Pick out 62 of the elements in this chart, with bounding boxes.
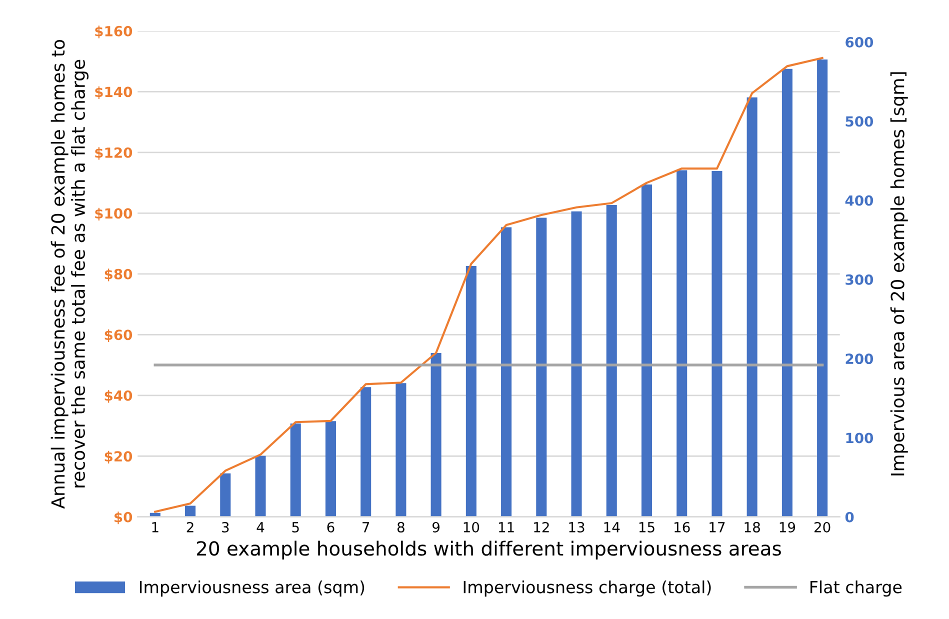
y-tick-label: $160 [95,26,132,38]
bar [712,171,722,517]
x-tick-label: 9 [432,522,440,532]
bar [501,227,512,517]
bar [430,353,442,517]
legend-label: Imperviousness area (sqm) [140,580,364,597]
y2-tick-label: 0 [845,512,854,522]
x-tick-label: 11 [498,522,514,532]
y-tick-label: $0 [114,512,132,524]
y-tick-label: $20 [104,450,132,464]
y2-tick-label: 300 [846,274,874,285]
x-tick-label: 3 [222,522,229,532]
x-tick-label: 19 [780,522,796,532]
y2-tick-label: 200 [846,354,874,364]
y2-axis-title: Impervious area of 20 example homes [sqm] [890,72,908,476]
y-tick-label: $140 [95,86,132,100]
y-axis-title: Annual imperviousness fee of 20 example homes to recover the same total fee as with a flat charge [50,40,89,509]
x-tick-label: 12 [534,522,549,532]
bar [466,266,476,517]
bar [641,184,652,517]
x-tick-label: 14 [604,522,620,532]
x-tick-label: 7 [362,522,370,532]
y-tick-label: $100 [95,208,132,220]
x-tick-label: 16 [674,522,690,532]
x-tick-label: 2 [186,522,194,532]
x-tick-label: 17 [710,522,725,532]
x-tick-label: 20 [814,522,830,532]
x-tick-label: 5 [292,522,299,532]
y-tick-label: $80 [104,268,132,282]
bar [255,456,266,517]
y-tick-label: $60 [104,329,132,342]
bar [817,59,828,517]
bar [360,387,372,517]
legend-label: Flat charge [810,580,902,597]
x-tick-label: 10 [464,522,480,532]
x-tick-label: 4 [256,522,264,532]
bar [606,205,617,517]
bar [325,421,336,517]
y2-tick-label: 500 [846,116,874,127]
x-axis-title: 20 example households with different imperviousness areas [197,540,781,560]
x-tick-label: 6 [327,522,334,532]
y-tick-label: $120 [95,147,132,160]
bar [290,423,301,517]
x-tick-label: 1 [152,522,158,532]
legend-label: Imperviousness charge (total) [464,580,711,597]
bar [746,97,758,517]
y-tick-label: $40 [104,390,132,403]
line-series [154,56,824,513]
x-tick-label: 15 [639,522,654,532]
bar [782,68,792,517]
y2-tick-label: 600 [846,37,874,48]
bar [676,170,688,517]
x-tick-label: 13 [569,522,584,532]
bar [396,383,406,517]
bar [571,211,582,517]
bar [185,506,196,517]
x-tick-label: 18 [744,522,760,532]
bar [536,218,547,517]
x-tick-label: 8 [397,522,404,532]
y2-tick-label: 400 [845,195,874,206]
y2-tick-label: 100 [846,432,874,444]
bar [220,473,231,517]
